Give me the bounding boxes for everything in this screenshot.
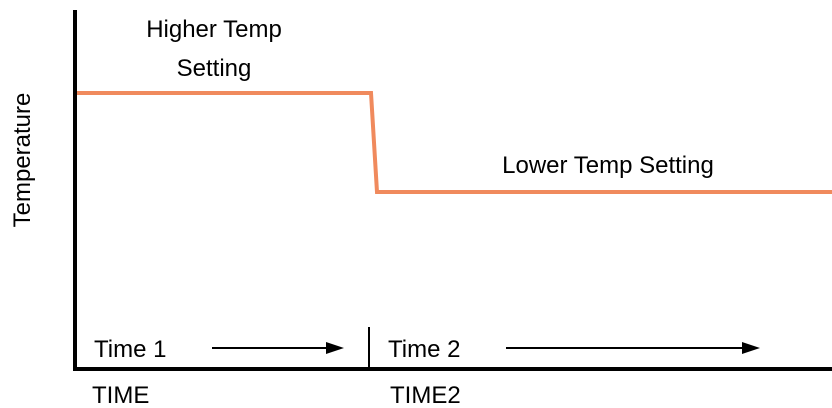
lower-temp-label: Lower Temp Setting — [502, 152, 714, 179]
time1-arrow-head — [326, 342, 344, 354]
x-tick-label-time2: TIME2 — [390, 382, 461, 408]
series-layer — [77, 91, 832, 194]
time2-label: Time 2 — [388, 336, 460, 363]
temperature-series-line-0 — [77, 91, 832, 194]
higher-temp-label-line2: Setting — [177, 55, 252, 82]
higher-temp-label-line1: Higher Temp — [146, 16, 282, 43]
y-axis-label: Temperature — [9, 93, 36, 228]
time2-arrow-head — [742, 342, 760, 354]
time1-label: Time 1 — [94, 336, 166, 363]
x-tick-label-time: TIME — [92, 382, 149, 408]
